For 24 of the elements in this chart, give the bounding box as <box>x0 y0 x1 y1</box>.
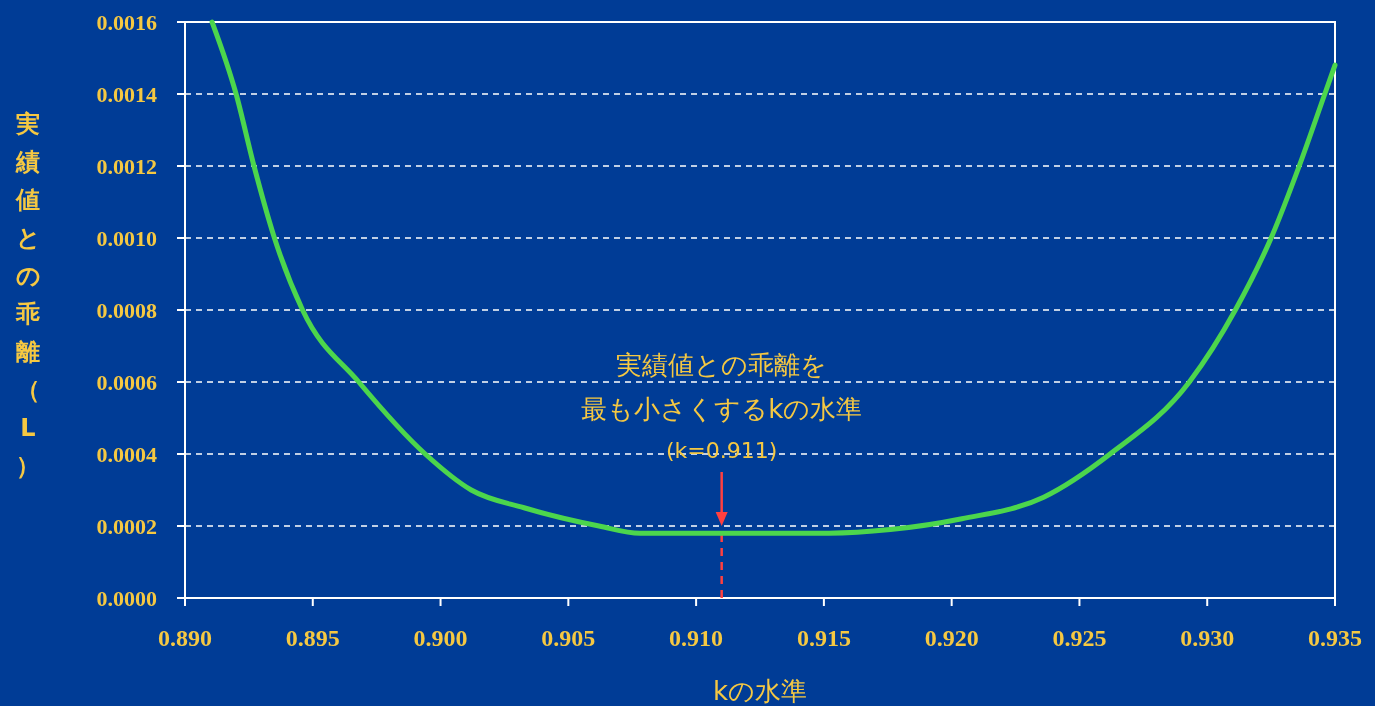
x-tick-label: 0.930 <box>1180 625 1235 651</box>
y-tick-label: 0.0006 <box>96 369 157 395</box>
text: 実績値との乖離（L） <box>15 110 41 480</box>
x-tick-label: 0.895 <box>285 625 340 651</box>
x-tick-label: 0.935 <box>1308 625 1362 651</box>
y-tick-label: 0.0000 <box>96 585 157 611</box>
y-tick-label: 0.0004 <box>96 441 157 467</box>
y-tick-label: 0.0010 <box>96 225 157 251</box>
x-tick-label: 0.905 <box>541 625 596 651</box>
y-tick-label: 0.0002 <box>96 513 157 539</box>
annotation: 実績値との乖離を <box>616 350 828 380</box>
y-tick-label: 0.0016 <box>96 9 157 35</box>
x-tick-label: 0.900 <box>413 625 468 651</box>
x-tick-label: 0.910 <box>669 625 724 651</box>
annotation: (k=0.911) <box>666 438 778 463</box>
annotation: 最も小さくするkの水準 <box>581 394 863 424</box>
x-tick-label: 0.925 <box>1052 625 1107 651</box>
y-tick-label: 0.0008 <box>96 297 157 323</box>
x-tick-label: 0.890 <box>158 625 212 651</box>
x-tick-label: 0.920 <box>924 625 979 651</box>
x-tick-label: 0.915 <box>796 625 851 651</box>
y-tick-label: 0.0014 <box>96 81 157 107</box>
y-tick-label: 0.0012 <box>96 153 157 179</box>
x-axis-title: kの水準 <box>712 676 808 706</box>
